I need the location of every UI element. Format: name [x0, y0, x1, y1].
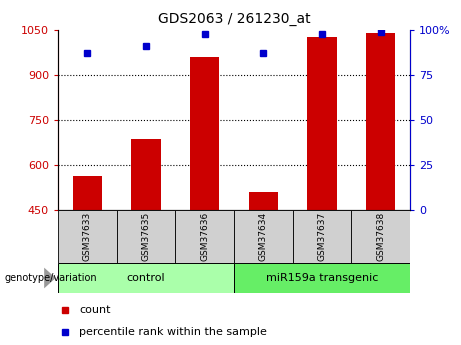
Text: percentile rank within the sample: percentile rank within the sample [79, 327, 267, 337]
Bar [366, 33, 396, 210]
Text: GSM37637: GSM37637 [318, 212, 326, 261]
Text: count: count [79, 305, 111, 315]
Bar [131, 139, 161, 210]
Text: GSM37634: GSM37634 [259, 212, 268, 261]
Bar [293, 210, 351, 263]
Text: GSM37635: GSM37635 [142, 212, 150, 261]
Bar [117, 210, 175, 263]
Bar [58, 210, 117, 263]
Bar [58, 263, 234, 293]
Text: control: control [127, 273, 165, 283]
Bar [351, 210, 410, 263]
Bar [234, 210, 293, 263]
Bar [307, 38, 337, 210]
Text: genotype/variation: genotype/variation [5, 273, 97, 283]
Bar [248, 192, 278, 210]
Bar [73, 176, 102, 210]
Polygon shape [44, 268, 56, 288]
Text: miR159a transgenic: miR159a transgenic [266, 273, 378, 283]
Title: GDS2063 / 261230_at: GDS2063 / 261230_at [158, 12, 310, 26]
Text: GSM37638: GSM37638 [376, 212, 385, 261]
Bar [190, 57, 219, 210]
Bar [175, 210, 234, 263]
Bar [234, 263, 410, 293]
Text: GSM37636: GSM37636 [200, 212, 209, 261]
Text: GSM37633: GSM37633 [83, 212, 92, 261]
